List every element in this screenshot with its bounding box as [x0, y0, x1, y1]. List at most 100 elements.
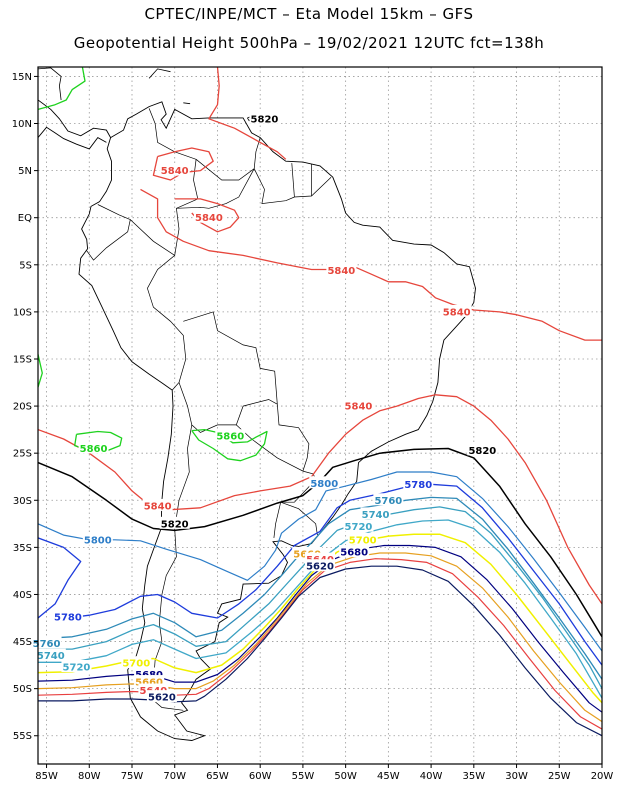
- country-border: [86, 204, 131, 261]
- contour-label: 5860: [80, 444, 108, 455]
- contour-label-bg: [35, 648, 66, 661]
- lat-tick-label: 5S: [19, 260, 32, 271]
- contour-label: 5840: [144, 501, 172, 512]
- lat-tick-label: 20S: [13, 402, 32, 413]
- panama-coastline: [38, 126, 107, 150]
- contour-label-bg: [78, 441, 109, 454]
- country-border: [280, 501, 318, 536]
- contour-label: 5740: [37, 651, 65, 662]
- contour-label: 5840: [443, 307, 471, 318]
- axis-ticks: 15N10N5NEQ5S10S15S20S25S30S35S40S45S50S5…: [12, 72, 614, 782]
- contour-label: 5840: [195, 213, 223, 224]
- country-border: [236, 404, 310, 472]
- contour-5780: [38, 537, 82, 619]
- contour-label: 5700: [349, 535, 377, 546]
- contour-label-bg: [52, 610, 83, 623]
- contour-label: 5820: [161, 519, 189, 530]
- lat-tick-label: 30S: [13, 496, 32, 507]
- contour-label-bg: [343, 399, 374, 412]
- contour-5800: [38, 471, 602, 652]
- lat-tick-label: 40S: [13, 590, 32, 601]
- contour-label: 5840: [161, 166, 189, 177]
- contour-label-bg: [347, 532, 378, 545]
- contour-5820: [38, 447, 602, 638]
- contour-label: 5760: [374, 496, 402, 507]
- contour-label: 5800: [84, 535, 112, 546]
- contour-5780: [67, 483, 602, 666]
- contour-label: 5780: [54, 613, 82, 624]
- map-subtitle: Geopotential Height 500hPa – 19/02/2021 …: [73, 34, 545, 52]
- country-border: [178, 382, 278, 433]
- lat-tick-label: 25S: [13, 449, 32, 460]
- contour-label: 5860: [216, 432, 244, 443]
- lat-tick-label: 45S: [13, 637, 32, 648]
- contour-5840: [174, 198, 240, 233]
- lon-tick-label: 75W: [121, 771, 144, 782]
- contour-5840: [208, 67, 287, 160]
- contour-label-bg: [146, 690, 177, 703]
- contour-5760: [38, 496, 602, 680]
- lon-tick-label: 40W: [420, 771, 443, 782]
- contour-label: 5820: [251, 114, 279, 125]
- lat-tick-label: 5N: [18, 166, 32, 177]
- country-border: [195, 137, 261, 181]
- lat-tick-label: EQ: [18, 213, 32, 224]
- height-contours: [38, 67, 602, 737]
- contour-label: 5720: [345, 522, 373, 533]
- lon-tick-label: 55W: [292, 771, 315, 782]
- country-border: [130, 219, 187, 391]
- contour-label: 5740: [362, 510, 390, 521]
- contour-label-bg: [441, 304, 472, 317]
- contour-5860: [38, 67, 86, 111]
- lon-tick-label: 60W: [249, 771, 272, 782]
- lat-tick-label: 10S: [13, 307, 32, 318]
- contour-label: 5840: [327, 266, 355, 277]
- contour-label-bg: [121, 656, 152, 669]
- contour-label: 5800: [310, 479, 338, 490]
- contour-label-bg: [360, 507, 391, 520]
- lon-tick-label: 50W: [334, 771, 357, 782]
- contour-label: 5820: [468, 446, 496, 457]
- lon-tick-label: 45W: [377, 771, 400, 782]
- lat-tick-label: 15N: [12, 72, 32, 83]
- contour-label-bg: [31, 636, 62, 649]
- map-title: CPTEC/INPE/MCT – Eta Model 15km – GFS: [144, 5, 474, 23]
- island-outline: [183, 102, 191, 105]
- contour-label-bg: [159, 163, 190, 176]
- contour-label: 5700: [122, 659, 150, 670]
- contour-5840: [38, 394, 602, 605]
- lon-tick-label: 85W: [35, 771, 58, 782]
- country-border: [291, 163, 295, 198]
- contour-label-bg: [373, 493, 404, 506]
- contour-label-bg: [159, 516, 190, 529]
- country-border: [183, 311, 278, 405]
- lon-tick-label: 35W: [463, 771, 486, 782]
- contour-5840: [152, 147, 214, 181]
- contour-label-bg: [305, 559, 335, 572]
- contour-label: 5620: [148, 693, 176, 704]
- contour-label-bg: [249, 111, 280, 124]
- contour-label: 5760: [33, 639, 61, 650]
- central-america-coastline: [38, 99, 111, 138]
- contour-label: 5780: [404, 480, 432, 491]
- contour-label-bg: [339, 545, 370, 558]
- lat-tick-label: 55S: [13, 731, 32, 742]
- lon-tick-label: 70W: [163, 771, 186, 782]
- lon-tick-label: 30W: [505, 771, 528, 782]
- country-border: [148, 108, 199, 256]
- contour-label-bg: [467, 443, 498, 456]
- contour-label: 5720: [63, 662, 91, 673]
- contour-label-bg: [343, 519, 374, 532]
- contour-label-bg: [309, 476, 340, 489]
- contour-label-bg: [142, 498, 173, 511]
- lat-tick-label: 35S: [13, 543, 32, 554]
- contour-label: 5680: [340, 548, 368, 559]
- contour-label-bg: [403, 477, 434, 490]
- coastline-and-borders: [38, 67, 476, 741]
- contour-label: 5660: [135, 678, 163, 689]
- contour-label-bg: [326, 263, 357, 276]
- contour-label-bg: [82, 532, 113, 545]
- lat-tick-label: 10N: [12, 119, 32, 130]
- contour-label-bg: [61, 659, 92, 672]
